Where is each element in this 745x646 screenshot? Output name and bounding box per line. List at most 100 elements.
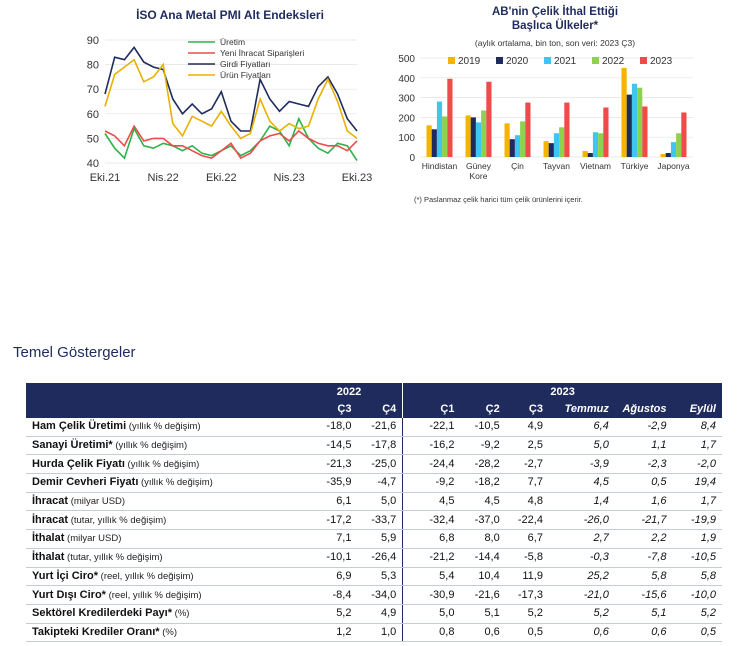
y-tick-label: 300 [398, 94, 415, 105]
indicator-name: Demir Cevheri Fiyatı [32, 476, 139, 489]
bar [587, 153, 593, 157]
indicator-value: 4,5 [460, 492, 506, 512]
bar [504, 123, 510, 157]
indicator-row: Sektörel Kredilerdeki Payı* (%) 5,2 4,9 5,0… [26, 604, 722, 624]
indicator-value: -17,2 [295, 510, 358, 531]
indicator-value: 5,2 [672, 604, 722, 624]
indicator-name: Yurt Dışı Ciro* [32, 588, 106, 601]
indicator-name: Sektörel Kredilerdeki Payı* [32, 607, 173, 620]
indicator-value: 0,8 [402, 623, 461, 643]
bar [603, 107, 609, 157]
indicator-value: 25,2 [548, 567, 615, 587]
y-tick-label: 500 [398, 54, 415, 65]
steel-import-title-line1: AB'nin Çelik İthal Ettiği [491, 6, 619, 18]
indicator-name: İhracat [32, 513, 69, 526]
indicator-value: -9,2 [460, 436, 506, 456]
indicator-value: -21,0 [548, 585, 615, 605]
category-label: Güney [466, 161, 492, 171]
bar [660, 154, 666, 157]
bar [436, 101, 443, 157]
series-line [104, 58, 358, 140]
indicator-value: 1,9 [672, 529, 722, 549]
y-tick-label: 90 [87, 35, 99, 47]
indicator-unit: (reel, yıllık % değişim) [98, 570, 194, 582]
y-tick-label: 70 [87, 84, 99, 96]
indicator-value: -21,7 [614, 510, 673, 531]
x-tick-label: Eki.22 [206, 172, 237, 184]
indicator-value: 8,0 [460, 529, 506, 549]
indicator-value: 5,2 [505, 604, 549, 624]
category-label: Türkiye [621, 161, 649, 171]
indicator-value: -2,9 [614, 418, 673, 437]
indicator-value: 6,4 [548, 418, 615, 437]
indicator-label: Sektörel Kredilerdeki Payı* (%) [26, 604, 296, 624]
indicator-value: 6,8 [402, 529, 461, 549]
q2-2023: Ç2 [460, 401, 506, 418]
indicator-value: -14,4 [460, 548, 506, 568]
indicator-value: -19,9 [672, 510, 722, 531]
indicator-value: 2,2 [614, 529, 673, 549]
indicator-unit: (yıllık % değişim) [124, 458, 200, 470]
indicator-value: -21,6 [460, 585, 506, 605]
indicator-value: 5,0 [402, 604, 461, 624]
header-blank [26, 383, 296, 401]
category-label: Çin [511, 161, 524, 171]
indicator-value: 0,6 [548, 623, 615, 643]
bar [621, 67, 627, 157]
indicator-value: 11,9 [505, 567, 549, 587]
indicator-value: -26,4 [357, 548, 403, 568]
indicator-label: İthalat (tutar, yıllık % değişim) [26, 548, 296, 568]
indicator-value: -0,3 [548, 548, 615, 568]
indicator-label: Yurt Dışı Ciro* (reel, yıllık % değişim) [26, 585, 296, 605]
bar [442, 116, 448, 157]
indicator-row: Ham Çelik Üretimi (yıllık % değişim) -18,… [26, 418, 722, 437]
indicator-value: 5,9 [357, 529, 403, 549]
indicator-name: İhracat [32, 495, 69, 508]
x-tick-label: Nis.23 [274, 172, 305, 184]
indicator-row: Sanayi Üretimi* (yıllık % değişim) -14,5 -… [26, 436, 722, 456]
bar [426, 125, 432, 157]
legend-label: 2021 [554, 56, 577, 67]
indicator-value: 0,5 [505, 623, 549, 643]
bar [642, 106, 648, 157]
indicator-value: 4,9 [357, 604, 403, 624]
indicator-unit: (yıllık % değişim) [112, 440, 188, 452]
indicator-value: -14,5 [295, 436, 358, 456]
indicator-value: 5,2 [548, 604, 615, 624]
indicator-value: 6,9 [295, 567, 358, 587]
indicator-value: -2,3 [614, 454, 673, 475]
bar [548, 143, 554, 157]
indicator-value: 1,6 [614, 492, 673, 512]
bar [543, 141, 549, 157]
indicator-value: 4,5 [548, 473, 615, 493]
indicator-value: 6,1 [295, 492, 358, 512]
bar [481, 110, 487, 157]
indicator-label: Sanayi Üretimi* (yıllık % değişim) [26, 436, 296, 456]
bar [553, 133, 560, 157]
indicator-value: 0,6 [614, 623, 673, 643]
indicator-value: -17,3 [505, 585, 549, 605]
indicator-value: -2,7 [505, 454, 549, 475]
indicator-value: -5,8 [505, 548, 549, 568]
indicator-row: İthalat (tutar, yıllık % değişim) -10,1 -2… [26, 548, 722, 568]
indicator-row: İthalat (milyar USD) 7,1 5,9 6,8 8,0 6,7 2,7 2,… [26, 529, 722, 549]
series-line [104, 46, 358, 132]
indicator-value: 4,8 [505, 492, 549, 512]
chart-footnote: (*) Paslanmaz çelik harici tüm çelik ürü… [414, 195, 583, 204]
indicator-value: 5,0 [548, 436, 615, 456]
indicator-row: Hurda Çelik Fiyatı (yıllık % değişim) -21… [26, 454, 722, 475]
legend-swatch [640, 57, 647, 64]
bar [431, 129, 437, 157]
bar [509, 139, 515, 157]
indicator-value: -32,4 [402, 510, 461, 531]
indicator-label: İhracat (tutar, yıllık % değişim) [26, 510, 296, 531]
bar [670, 142, 677, 157]
indicator-value: 5,8 [614, 567, 673, 587]
indicator-value: 5,1 [614, 604, 673, 624]
bar [564, 102, 570, 157]
bar [475, 122, 482, 157]
legend-label: 2022 [602, 56, 625, 67]
period-header-row: Ç3 Ç4 Ç1 Ç2 Ç3 Temmuz Ağustos Eylül [26, 401, 722, 418]
indicator-value: 5,0 [357, 492, 403, 512]
legend-label: Yeni İhracat Siparişleri [220, 48, 304, 58]
